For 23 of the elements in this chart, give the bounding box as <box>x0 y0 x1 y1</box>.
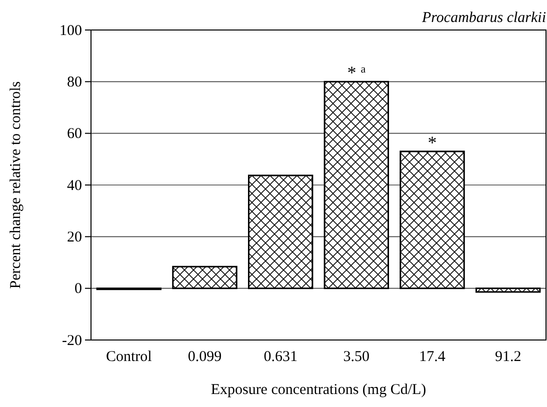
bar <box>248 174 314 290</box>
bar <box>475 288 541 293</box>
bar <box>324 80 390 290</box>
bar <box>400 150 465 290</box>
y-tick-label: 20 <box>67 229 82 246</box>
x-tick-label: 17.4 <box>419 349 446 365</box>
x-tick-label: 0.099 <box>188 349 222 365</box>
y-tick-label: 80 <box>67 74 82 90</box>
x-axis-title: Exposure concentrations (mg Cd/L) <box>210 382 426 398</box>
x-tick-label: Control <box>106 349 152 365</box>
y-axis-title: Percent change relative to controls <box>8 81 24 289</box>
x-tick-label: 0.631 <box>264 349 298 365</box>
annotation: * $^{a}$ <box>347 62 366 83</box>
y-tick-label: 100 <box>60 22 82 39</box>
y-tick-label: 60 <box>67 126 82 142</box>
y-tick-label: -20 <box>62 332 82 349</box>
chart-title: Procambarus clarkii <box>420 10 546 26</box>
annotation: * <box>428 132 437 152</box>
x-tick-label: 3.50 <box>343 349 370 365</box>
bar <box>172 266 238 290</box>
y-tick-label: 0 <box>74 281 82 298</box>
y-tick-label: 40 <box>67 178 82 194</box>
x-tick-label: 91.2 <box>494 349 522 365</box>
